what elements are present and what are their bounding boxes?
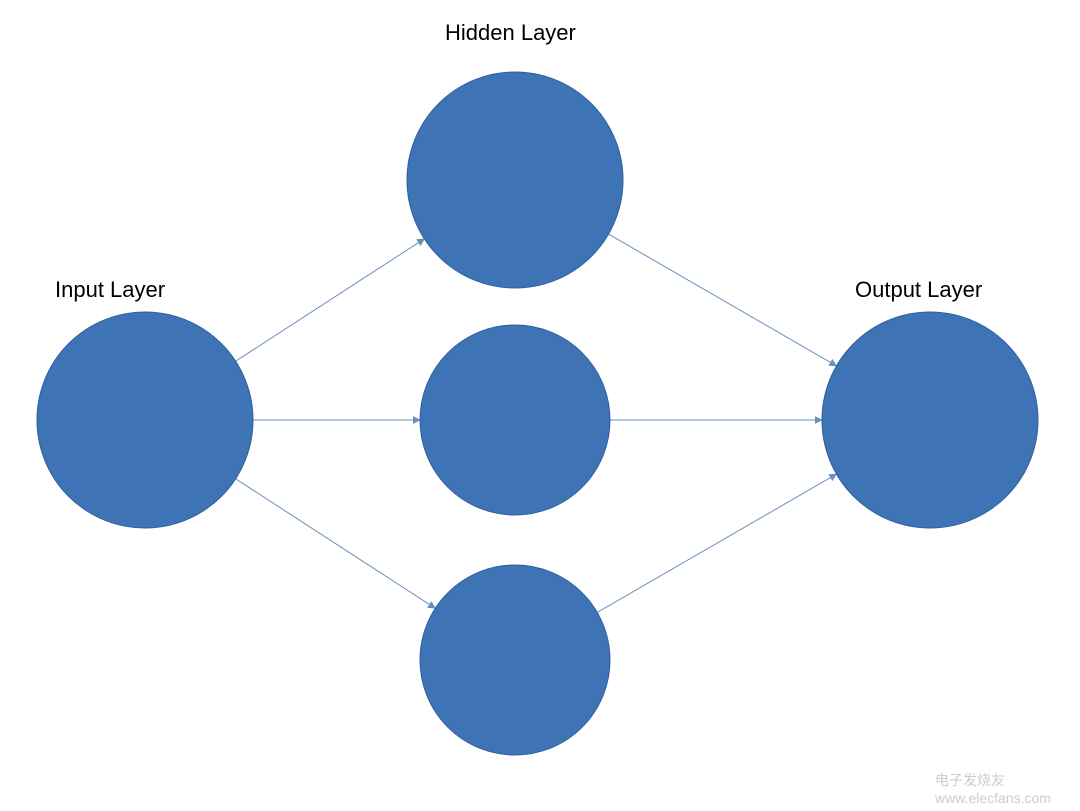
watermark-text-url: www.elecfans.com (935, 790, 1051, 806)
node-in1 (37, 312, 253, 528)
input-layer-label: Input Layer (55, 277, 165, 303)
edge-h3-out1 (597, 474, 836, 612)
edge-in1-h3 (236, 479, 436, 609)
edge-in1-h1 (236, 239, 425, 361)
node-h1 (407, 72, 623, 288)
watermark: 电子发烧友 www.elecfans.com (935, 770, 1051, 806)
node-h2 (420, 325, 610, 515)
node-h3 (420, 565, 610, 755)
node-out1 (822, 312, 1038, 528)
hidden-layer-label: Hidden Layer (445, 20, 576, 46)
watermark-text-cn: 电子发烧友 (935, 772, 1005, 788)
network-diagram (0, 0, 1080, 811)
edge-h1-out1 (608, 234, 836, 366)
output-layer-label: Output Layer (855, 277, 982, 303)
